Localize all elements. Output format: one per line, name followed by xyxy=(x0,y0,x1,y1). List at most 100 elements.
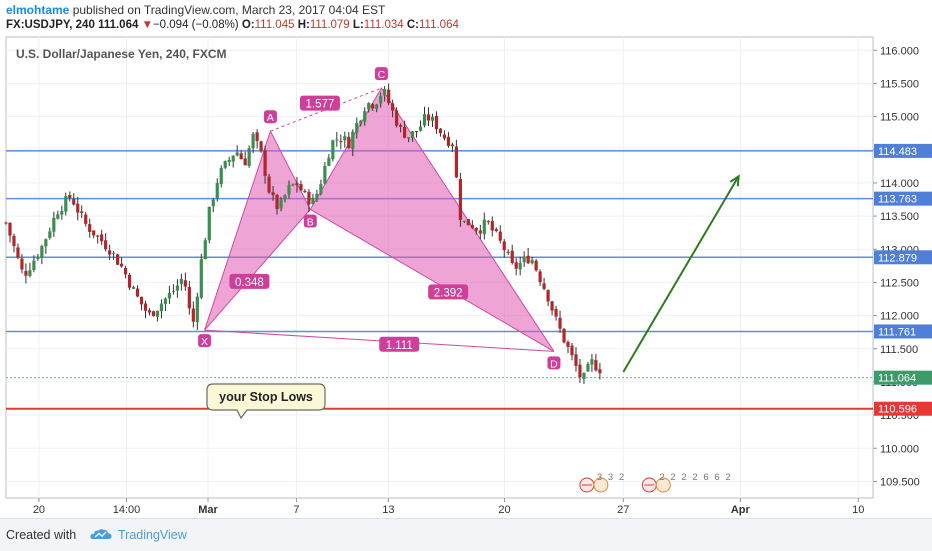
pattern-point-badge[interactable] xyxy=(374,67,388,81)
candle-down xyxy=(538,271,542,283)
pattern-point-badge[interactable] xyxy=(303,214,317,228)
candle-up xyxy=(112,252,116,254)
ratio-badge[interactable] xyxy=(379,336,420,352)
event-flag-icon[interactable] xyxy=(593,477,609,493)
pattern-point-badge[interactable] xyxy=(547,356,561,370)
ratio-label: 1.111 xyxy=(386,340,413,352)
open-value: 111.045 xyxy=(254,19,295,31)
candle-up xyxy=(207,206,211,241)
stop-callout-text: your Stop Lows xyxy=(219,390,313,404)
y-tick-label: 113.500 xyxy=(880,211,919,223)
candle-down xyxy=(486,221,490,223)
pattern-point-label: A xyxy=(267,112,274,124)
candle-down xyxy=(514,262,518,269)
candle-down xyxy=(303,190,307,192)
candle-down xyxy=(594,360,598,371)
candle-down xyxy=(267,176,271,193)
harmonic-pattern[interactable]: 1.577 0.348 2.392 1.111 X A B C D xyxy=(198,67,561,370)
level-price-label: 112.879 xyxy=(878,252,917,264)
tradingview-brand-link[interactable]: TradingView xyxy=(118,528,187,542)
candle-up xyxy=(163,298,168,304)
x-tick-label: 27 xyxy=(617,504,629,516)
x-tick-label: 20 xyxy=(33,504,45,516)
candle-down xyxy=(466,219,470,226)
candle-up xyxy=(311,198,315,205)
projection-arrow-head[interactable] xyxy=(729,174,740,187)
event-flag-icon[interactable] xyxy=(655,477,671,493)
y-tick-label: 116.000 xyxy=(880,45,919,57)
tradingview-cloud-icon xyxy=(90,529,112,539)
candle-down xyxy=(550,301,554,311)
y-tick-label: 111.500 xyxy=(880,344,918,356)
candle-up xyxy=(422,114,427,126)
candle-down xyxy=(391,103,395,111)
ratio-label: 2.392 xyxy=(434,287,463,299)
candle-down xyxy=(255,132,259,142)
level-price-label: 114.483 xyxy=(878,146,917,158)
candle-up xyxy=(227,159,231,162)
candle-up xyxy=(522,256,526,263)
candle-down xyxy=(339,141,343,143)
candle-up xyxy=(410,131,415,138)
candle-down xyxy=(183,280,187,287)
pattern-point-badge[interactable] xyxy=(198,334,212,348)
candle-up xyxy=(231,155,235,162)
level-price-tag xyxy=(874,143,932,158)
candle-up xyxy=(582,372,586,379)
candle-down xyxy=(546,290,550,302)
candle-down xyxy=(434,115,439,130)
candle-up xyxy=(279,199,283,209)
time-axis[interactable]: 20 14:00 Mar 7 13 20 27 Apr 10 xyxy=(33,498,865,516)
grid xyxy=(6,37,873,498)
projection-arrow-line[interactable] xyxy=(622,175,740,373)
event-count: 2 xyxy=(619,472,624,483)
candle-up xyxy=(219,168,223,185)
candle-up xyxy=(355,122,359,133)
pattern-point-label: X xyxy=(201,336,208,348)
event-count: 2 xyxy=(670,472,675,483)
candle-down xyxy=(84,214,88,224)
candle-down xyxy=(96,235,100,237)
event-count: 6 xyxy=(714,472,719,483)
candle-up xyxy=(179,278,183,284)
candle-down xyxy=(76,203,80,213)
level-price-tag xyxy=(874,401,932,416)
candle-down xyxy=(478,230,482,234)
pattern-xd-line[interactable] xyxy=(204,329,554,352)
candle-up xyxy=(331,140,335,160)
candle-up xyxy=(327,157,331,167)
y-tick-label: 112.000 xyxy=(880,311,919,323)
candle-down xyxy=(558,317,562,329)
candle-down xyxy=(119,263,124,267)
low-value: 111.034 xyxy=(363,19,404,31)
candle-up xyxy=(343,136,347,141)
candle-down xyxy=(426,114,431,121)
pattern-ac-line[interactable] xyxy=(270,87,382,132)
candle-down xyxy=(243,158,247,166)
pattern-point-badge[interactable] xyxy=(263,110,277,124)
candle-down xyxy=(307,191,311,205)
candle-up xyxy=(283,195,287,200)
ratio-badge[interactable] xyxy=(428,284,469,300)
candle-up xyxy=(406,137,411,139)
last-price: 111.064 xyxy=(98,19,139,31)
candle-down xyxy=(16,247,20,258)
candle-down xyxy=(100,234,104,242)
last-price-tag xyxy=(874,370,932,385)
x-tick-label: 10 xyxy=(852,504,864,516)
candle-down xyxy=(271,192,275,196)
ratio-badge[interactable] xyxy=(229,273,270,289)
candle-down xyxy=(542,283,546,289)
candle-down xyxy=(108,250,112,255)
stop-callout-bubble[interactable] xyxy=(206,383,326,420)
price-chart[interactable]: 1.577 0.348 2.392 1.111 X A B C D your Stop Lows… xyxy=(0,0,932,518)
price-axis[interactable]: 109.500110.000110.500111.000111.500112.0… xyxy=(873,45,932,488)
ratio-badge[interactable] xyxy=(299,95,340,111)
candle-down xyxy=(347,136,351,149)
candle-down xyxy=(570,345,574,356)
author-link[interactable]: elmohtame xyxy=(6,3,70,17)
published-text: published on TradingView.com, March 23, … xyxy=(72,3,386,17)
candle-down xyxy=(4,222,8,224)
level-price-label: 110.596 xyxy=(878,404,917,416)
